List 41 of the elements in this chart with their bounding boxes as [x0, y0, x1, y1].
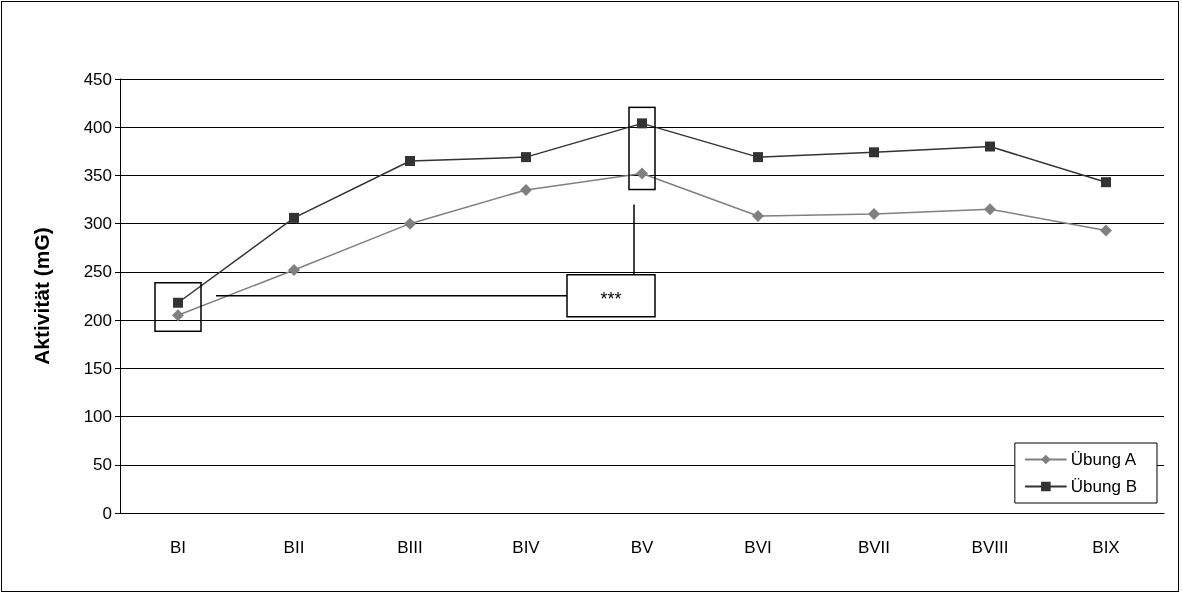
y-tick-label: 250: [83, 262, 112, 282]
point: [288, 263, 300, 276]
point: [173, 297, 183, 308]
point: [172, 309, 184, 322]
point: [752, 209, 764, 222]
y-tick-label: 400: [83, 117, 112, 137]
point: [289, 212, 299, 223]
y-tick-label: 100: [83, 407, 112, 427]
x-tick-label: BIII: [397, 538, 423, 557]
point: [869, 147, 879, 158]
point: [1100, 224, 1112, 237]
y-tick-label: 300: [83, 214, 112, 234]
x-tick-label: BV: [630, 538, 654, 557]
y-tick-label: 350: [83, 165, 112, 185]
x-tick-label: BII: [283, 538, 305, 557]
point: [520, 183, 532, 196]
annotation: ***: [600, 288, 622, 309]
y-tick-label: 50: [93, 455, 112, 475]
point: [868, 208, 880, 221]
point: [985, 141, 995, 152]
x-tick-label: BIX: [1092, 538, 1120, 557]
point: [753, 152, 763, 163]
point: [637, 118, 647, 129]
point: [984, 203, 996, 216]
point: [1101, 177, 1111, 188]
point: [404, 217, 416, 230]
y-axis-title: Aktivität (mG): [30, 227, 53, 365]
y-tick-label: 200: [83, 310, 112, 330]
y-tick-label: 150: [83, 358, 112, 378]
point: [521, 152, 531, 163]
x-tick-label: BIV: [512, 538, 541, 557]
legend-label: Übung A: [1070, 450, 1137, 469]
y-tick-label: 450: [83, 69, 112, 89]
x-tick-label: BI: [169, 538, 187, 557]
legend-label: Übung B: [1070, 477, 1138, 496]
x-tick-label: BVII: [857, 538, 891, 557]
x-tick-label: BVI: [744, 538, 772, 557]
x-tick-label: BVIII: [971, 538, 1009, 557]
y-tick-label: 0: [102, 503, 112, 523]
point: [636, 167, 648, 180]
point: [405, 155, 415, 166]
